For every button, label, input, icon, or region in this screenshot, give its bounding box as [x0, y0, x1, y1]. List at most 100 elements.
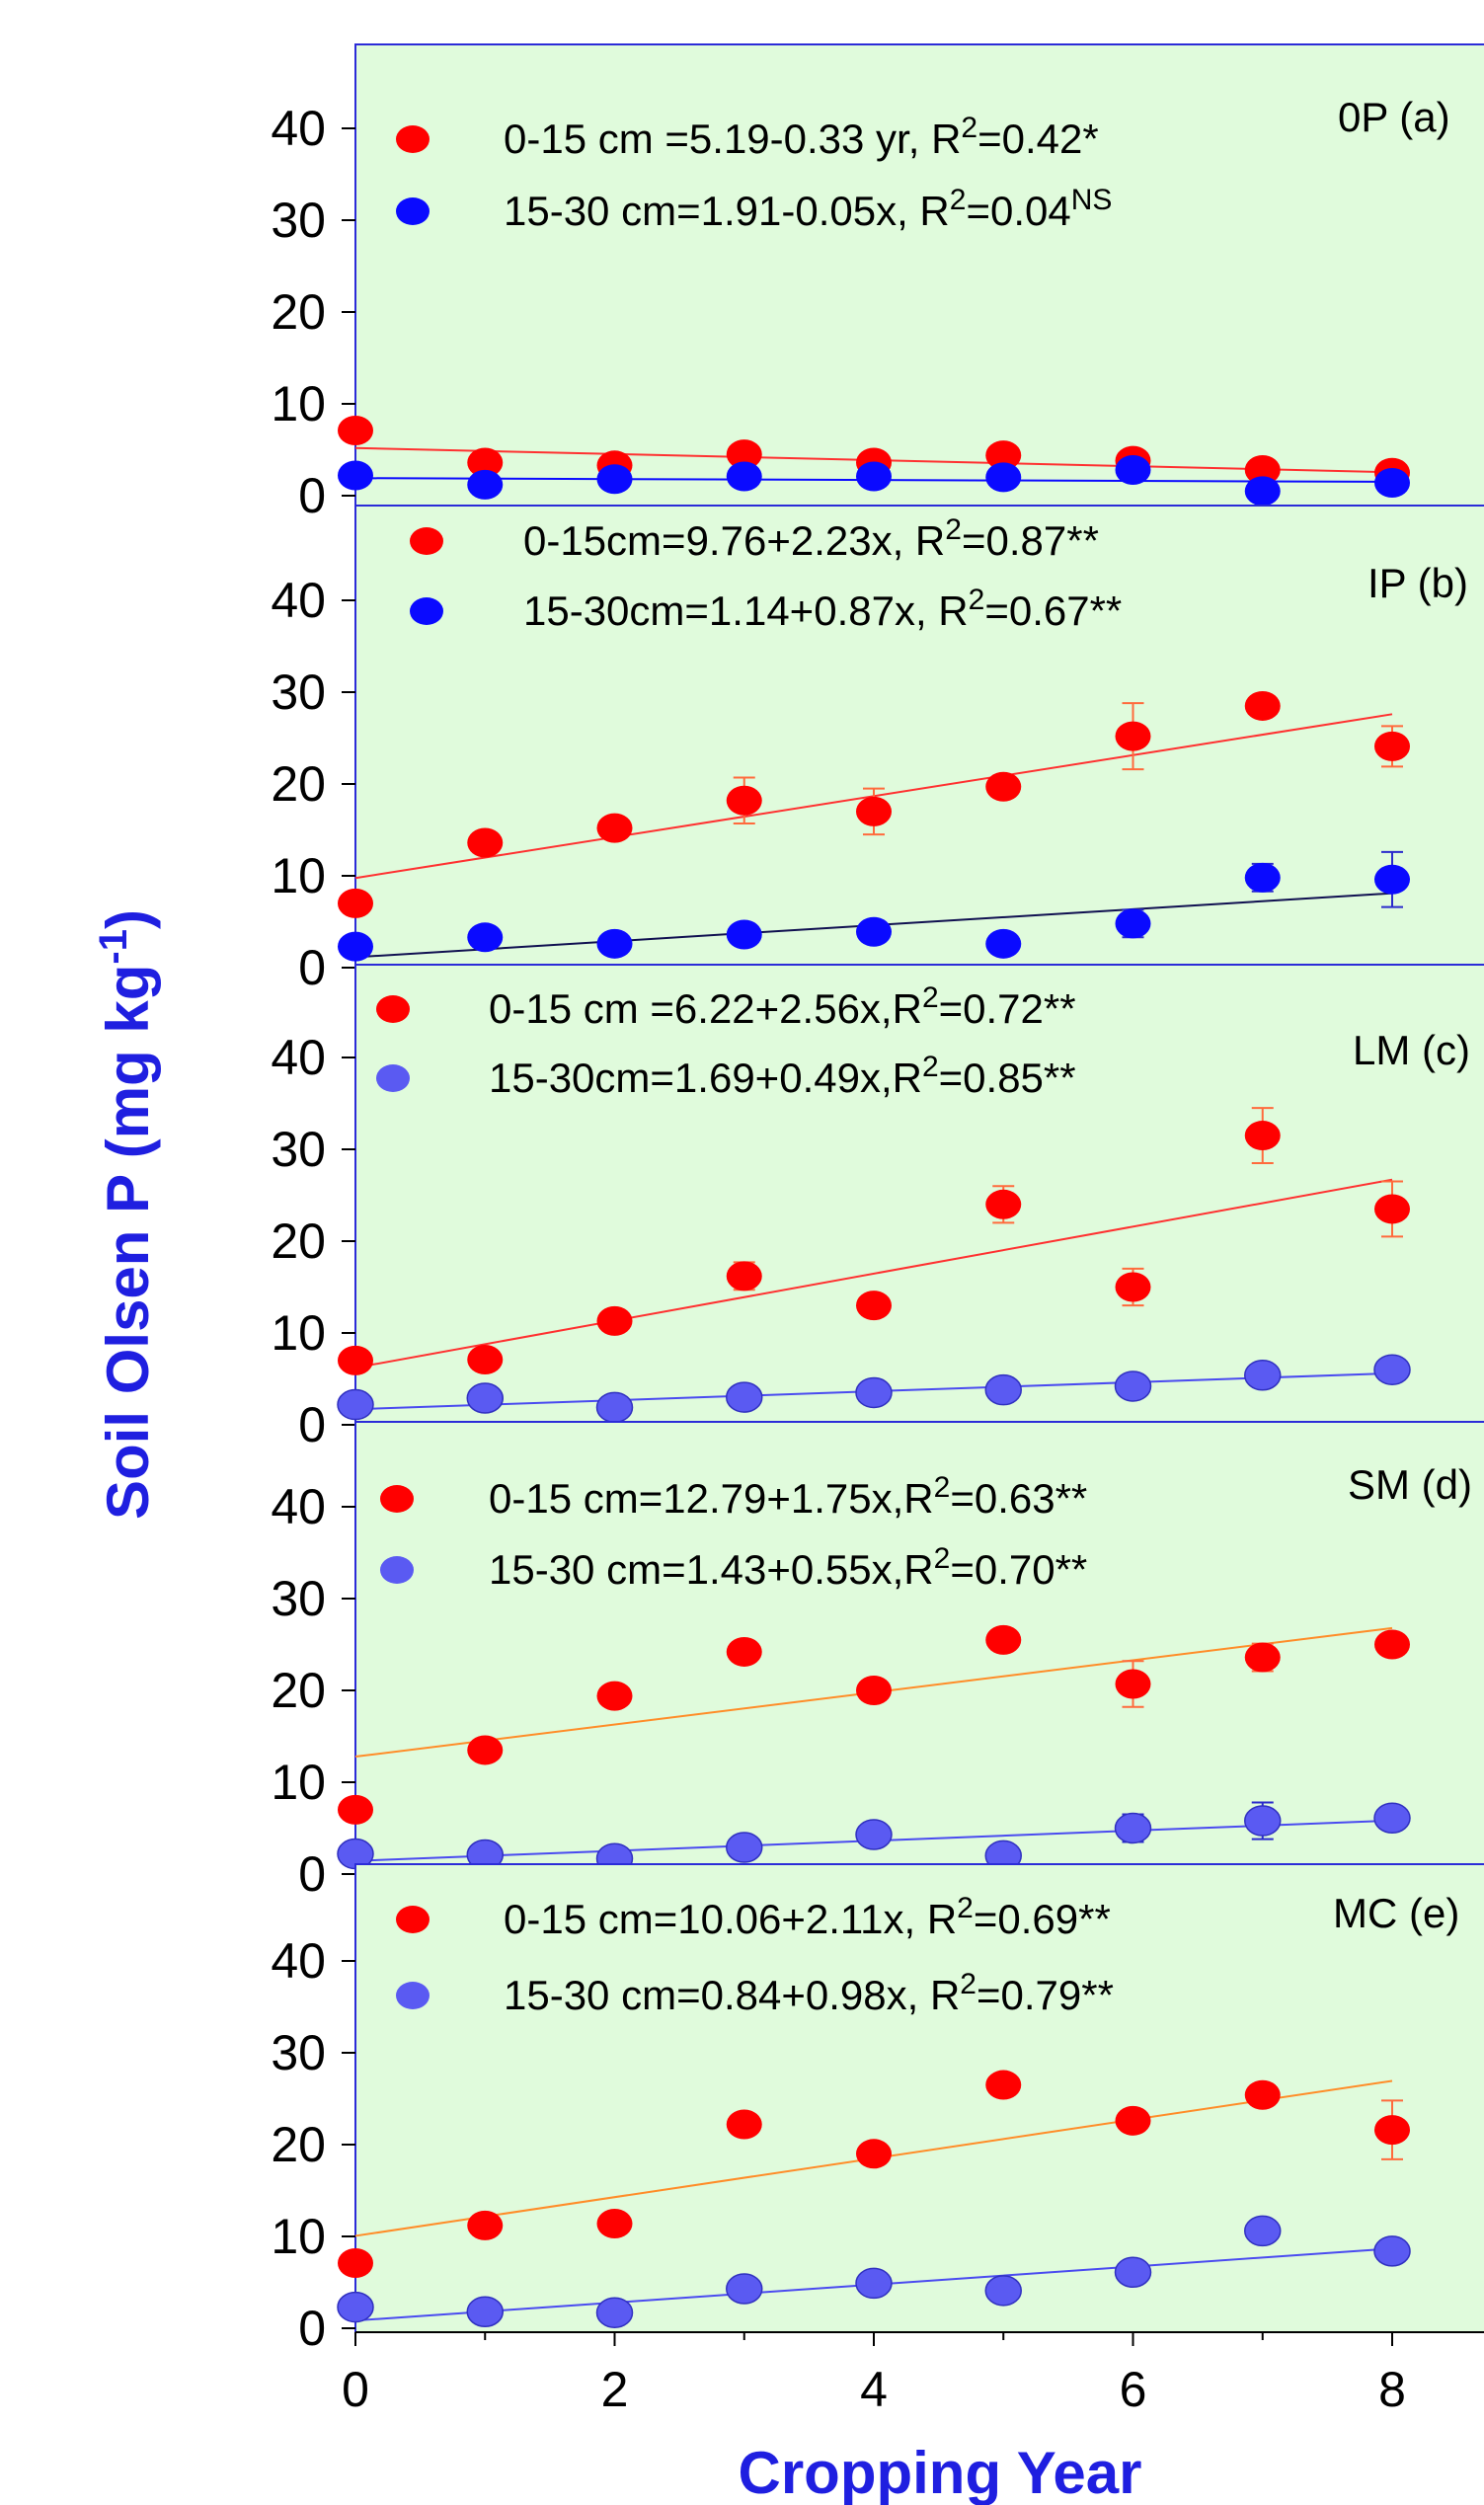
y-tick-label: 0	[298, 940, 326, 995]
series-0-15	[338, 1107, 1410, 1375]
x-axis-title: Cropping Year	[739, 2440, 1142, 2505]
data-point	[1244, 476, 1281, 507]
legend-equation-body: 0-15 cm =6.22+2.56x,R	[489, 985, 922, 1032]
data-point	[467, 447, 504, 478]
legend-marker	[380, 1485, 414, 1513]
data-point	[338, 1794, 373, 1825]
legend-equation: 0-15cm=9.76+2.23x, R2=0.87**	[523, 513, 1099, 564]
legend-r2-sup: 2	[934, 1471, 951, 1504]
data-point	[338, 931, 373, 962]
data-point	[1374, 731, 1410, 761]
y-tick-label: 20	[271, 1213, 326, 1269]
data-point	[338, 1345, 373, 1375]
series-15-30	[337, 2215, 1411, 2328]
legend-equation: 15-30 cm=0.84+0.98x, R2=0.79**	[504, 1968, 1114, 2018]
data-point	[596, 1681, 633, 1711]
y-tick-label: 40	[271, 1479, 326, 1534]
data-point	[1374, 1194, 1410, 1224]
y-axis-title: Soil Olsen P (mg kg-1)	[92, 909, 161, 1520]
data-point	[726, 461, 762, 492]
legend-equation-body: 0-15 cm =5.19-0.33 yr, R	[504, 116, 961, 162]
data-point	[1115, 2105, 1151, 2136]
legend-r2-sup: 2	[922, 981, 939, 1014]
x-tick-label: 6	[1120, 2362, 1147, 2417]
panel-label: 0P (a)	[1338, 94, 1450, 140]
data-point	[726, 2273, 763, 2305]
y-tick-label: 40	[271, 1030, 326, 1085]
x-tick-label: 4	[860, 2362, 888, 2417]
data-point	[1373, 1354, 1411, 1385]
data-point	[595, 1391, 634, 1424]
legend-equation: 15-30cm=1.69+0.49x,R2=0.85**	[489, 1051, 1076, 1101]
legend-equation-tail: =0.79**	[976, 1972, 1114, 2018]
panel-background	[354, 505, 1484, 966]
legend-equation-body: 15-30 cm=1.43+0.55x,R	[489, 1546, 934, 1593]
legend-equation-body: 0-15 cm=12.79+1.75x,R	[489, 1475, 934, 1522]
legend-equation-body: 15-30 cm=0.84+0.98x, R	[504, 1972, 960, 2018]
x-tick-label: 0	[342, 2362, 369, 2417]
y-tick-label: 20	[271, 284, 326, 340]
data-point	[1374, 467, 1410, 498]
y-tick-label: 30	[271, 665, 326, 720]
legend-equation-tail: =0.42*	[977, 116, 1099, 162]
y-tick-label: 20	[271, 756, 326, 812]
data-point	[1374, 1629, 1410, 1660]
data-point	[856, 916, 892, 947]
data-point	[1115, 454, 1151, 485]
data-point	[726, 1832, 763, 1863]
data-point	[985, 440, 1022, 471]
legend-equation-tail: =0.85**	[939, 1055, 1076, 1101]
legend-marker	[396, 125, 430, 153]
y-tick-label: 10	[271, 2209, 326, 2264]
series-0-15	[338, 2070, 1410, 2278]
data-point	[467, 922, 504, 953]
panel-background	[354, 1863, 1484, 2333]
data-point	[595, 2297, 634, 2328]
data-point	[985, 2070, 1022, 2100]
data-point	[985, 1624, 1022, 1655]
panels-layer: 0 10 20 30 40 0P (a) 0-15 cm =5.19-0.33 yr, R 2…	[271, 43, 1484, 2356]
data-point	[1244, 1360, 1282, 1391]
data-point	[1115, 721, 1151, 751]
data-point	[1115, 1272, 1151, 1302]
data-point	[855, 2267, 893, 2300]
y-tick-label: 40	[271, 101, 326, 156]
legend-significance-sup: NS	[1071, 184, 1113, 216]
legend-marker	[376, 995, 410, 1023]
y-axis-title-sup: -1	[92, 929, 135, 965]
data-point	[337, 1388, 374, 1421]
y-tick-label: 20	[271, 1663, 326, 1718]
legend-marker	[396, 1906, 430, 1933]
y-tick-label: 10	[271, 1305, 326, 1361]
panel-background	[354, 964, 1484, 1423]
data-point	[338, 460, 373, 491]
series-15-30	[338, 850, 1410, 962]
data-point	[856, 2139, 892, 2169]
data-point	[1373, 1802, 1411, 1835]
data-point	[337, 2291, 374, 2323]
data-point	[596, 2208, 633, 2238]
data-point	[726, 2109, 762, 2140]
data-point	[1244, 1121, 1281, 1151]
data-point	[726, 1381, 763, 1413]
data-point	[467, 1735, 504, 1765]
data-point	[856, 1676, 892, 1705]
legend-equation-tail: =0.70**	[950, 1546, 1087, 1593]
data-point	[855, 1376, 893, 1409]
y-tick-label: 40	[271, 1933, 326, 1989]
data-point	[984, 2275, 1022, 2307]
y-tick-label: 30	[271, 1122, 326, 1177]
y-axis-title-end: )	[95, 909, 161, 929]
legend-equation: 15-30cm=1.14+0.87x, R2=0.67**	[523, 584, 1122, 634]
data-point	[1244, 690, 1281, 721]
legend-equation-tail: =0.04	[966, 188, 1070, 234]
data-point	[726, 1261, 762, 1292]
data-point	[1244, 454, 1281, 485]
legend-equation: 0-15 cm =6.22+2.56x,R2=0.72**	[489, 981, 1076, 1032]
legend-r2-sup: 2	[934, 1542, 951, 1575]
